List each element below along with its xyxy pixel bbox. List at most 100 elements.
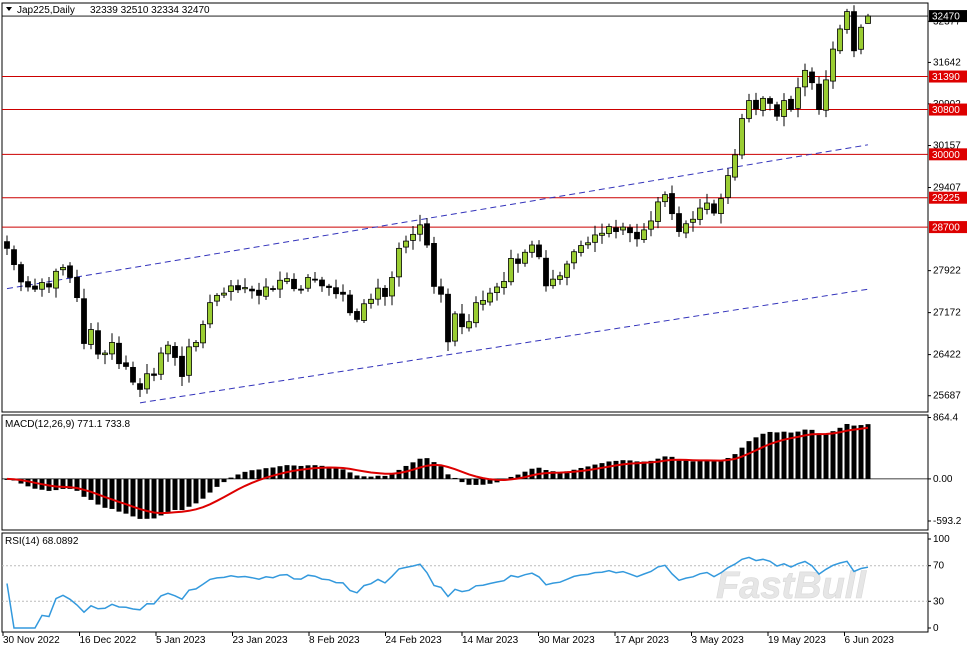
macd-bar [599, 463, 605, 479]
macd-bar [760, 433, 766, 479]
macd-bar [319, 465, 325, 479]
macd-bar [179, 478, 185, 511]
macd-bar [508, 476, 514, 479]
rsi-panel[interactable] [2, 556, 928, 629]
macd-bar [228, 477, 234, 479]
macd-bar [158, 478, 164, 516]
candle-bearish [326, 285, 332, 288]
macd-bar [305, 465, 311, 479]
candle-bullish [760, 97, 766, 111]
rsi-tick-label: 70 [933, 561, 945, 572]
candle-bullish [466, 321, 472, 329]
macd-bar [830, 431, 836, 479]
candle-bearish [669, 193, 675, 215]
macd-bar [151, 478, 157, 519]
macd-bar [74, 478, 80, 491]
candle-bearish [116, 342, 122, 365]
level-label: 28700 [932, 223, 960, 234]
macd-bar [172, 478, 178, 510]
macd-bar [102, 478, 108, 508]
macd-bar [543, 469, 549, 479]
macd-bar [669, 456, 675, 479]
candle-bullish [417, 224, 423, 235]
macd-bar [648, 460, 654, 479]
macd-panel[interactable] [2, 423, 928, 519]
candle-bullish [186, 346, 192, 376]
candle-bullish [165, 344, 171, 355]
candle-bearish [130, 366, 136, 383]
price-tick-label: 31642 [933, 57, 961, 68]
candle-bearish [347, 294, 353, 314]
macd-bar [354, 475, 360, 479]
macd-bar [130, 478, 136, 517]
macd-bar [753, 437, 759, 479]
macd-label: MACD(12,26,9) 771.1 733.8 [5, 419, 131, 430]
axes: 2568726422271722792229407301573090231642… [2, 10, 967, 646]
candle-bullish [606, 226, 612, 234]
macd-bar [382, 475, 388, 479]
panel-frames [1, 2, 929, 633]
level-label: 30000 [932, 150, 960, 161]
candle-bullish [144, 373, 150, 390]
candle-bullish [501, 280, 507, 289]
candle-bearish [438, 286, 444, 295]
candle-bearish [340, 291, 346, 295]
macd-bar [60, 478, 66, 489]
time-tick-label: 5 Jan 2023 [156, 635, 206, 646]
macd-bar [340, 469, 346, 479]
panel-frame [1, 532, 929, 633]
candle-bullish [277, 279, 283, 290]
price-tick-label: 25687 [933, 391, 961, 402]
candle-bullish [718, 198, 724, 214]
candle-bullish [508, 258, 514, 283]
macd-bar [431, 462, 437, 479]
candle-bullish [655, 201, 661, 222]
candle-bullish [53, 270, 59, 289]
macd-bar [746, 441, 752, 479]
macd-bar [298, 465, 304, 479]
macd-bar [550, 471, 556, 479]
macd-bar [585, 466, 591, 479]
candle-bullish [207, 302, 213, 325]
level-label: 29225 [932, 193, 960, 204]
macd-bar [81, 478, 87, 497]
macd-bar [424, 458, 430, 479]
macd-bar [389, 474, 395, 479]
candle-bullish [396, 247, 402, 278]
candle-bearish [711, 203, 717, 214]
macd-bar [312, 465, 318, 479]
macd-bar [487, 478, 493, 484]
candle-bullish [480, 300, 486, 305]
candle-bearish [298, 288, 304, 291]
macd-bar [396, 469, 402, 479]
symbol-title: Jap225,Daily [17, 5, 75, 16]
candle-bullish [557, 275, 563, 280]
candle-bullish [620, 226, 626, 231]
macd-bar [417, 458, 423, 479]
macd-bar [788, 432, 794, 479]
candle-bullish [697, 207, 703, 220]
macd-bar [858, 425, 864, 479]
candle-bearish [46, 283, 52, 288]
panel-frame [1, 414, 929, 531]
macd-bar [368, 476, 374, 479]
price-panel[interactable] [2, 5, 928, 404]
macd-bar [802, 429, 808, 479]
candle-bullish [641, 229, 647, 240]
candle-bearish [179, 355, 185, 377]
candle-bearish [851, 11, 857, 52]
macd-bar [557, 471, 563, 479]
candle-bearish [809, 71, 815, 84]
symbol-dropdown-icon[interactable] [6, 7, 12, 11]
candle-bearish [354, 311, 360, 320]
level-label-box [929, 70, 967, 83]
macd-bar [795, 431, 801, 479]
rsi-tick-label: 0 [933, 623, 939, 634]
macd-bar [200, 478, 206, 499]
candle-bullish [648, 220, 654, 230]
candle-bearish [235, 285, 241, 291]
candle-bullish [102, 352, 108, 356]
macd-bar [256, 469, 262, 479]
